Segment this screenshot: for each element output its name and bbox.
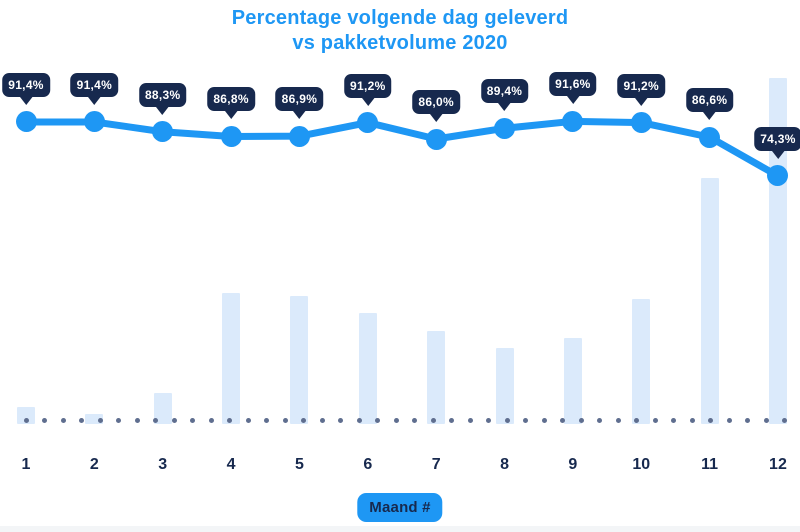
baseline-dot <box>116 417 121 423</box>
x-axis-tick-label: 10 <box>632 456 651 473</box>
baseline-dot <box>42 417 47 423</box>
volume-bar <box>17 406 35 424</box>
x-axis-tick-label: 12 <box>769 456 787 473</box>
baseline-dot <box>689 417 695 423</box>
baseline-dot <box>726 417 732 423</box>
baseline-dot <box>523 417 528 423</box>
trend-line <box>22 117 782 180</box>
x-axis-tick-label: 5 <box>294 456 304 473</box>
baseline-dot <box>560 417 565 423</box>
baseline-dot <box>227 417 232 423</box>
baseline-dot <box>375 417 380 423</box>
x-axis-tick-label: 3 <box>158 456 168 473</box>
baseline-dot <box>245 417 251 423</box>
baseline-dot <box>671 417 676 423</box>
baseline-dot <box>504 417 510 423</box>
x-axis-tick-label: 8 <box>500 456 509 473</box>
value-tooltip: 74,3% <box>754 126 800 151</box>
baseline-dot <box>208 417 214 423</box>
data-point-dot <box>562 110 584 132</box>
value-tooltip: 86,0% <box>412 90 460 114</box>
value-tooltip: 86,8% <box>207 87 255 112</box>
baseline-dot <box>708 417 713 423</box>
baseline-dot <box>97 417 103 423</box>
x-axis-title-badge: Maand # <box>357 493 443 522</box>
volume-bar <box>495 347 514 424</box>
baseline-dot <box>338 417 343 423</box>
data-point-dot <box>494 117 516 139</box>
value-tooltip: 88,3% <box>138 82 187 107</box>
baseline-dot <box>23 417 29 423</box>
baseline-dot <box>171 417 177 423</box>
data-point-dot <box>220 125 242 147</box>
page-bottom-edge <box>0 526 800 532</box>
baseline-dot <box>356 417 362 423</box>
baseline-dot <box>190 417 195 423</box>
baseline-dot <box>60 417 66 423</box>
x-axis-tick-label: 9 <box>568 456 578 473</box>
baseline-dot <box>264 417 269 423</box>
volume-bar <box>563 337 582 424</box>
baseline-dot <box>615 417 621 423</box>
baseline-dot <box>412 417 417 423</box>
baseline-dot <box>134 417 140 423</box>
x-axis-tick-label: 2 <box>89 456 99 473</box>
x-axis-tick-label: 4 <box>226 456 236 473</box>
data-point-dot <box>699 126 721 148</box>
volume-bar <box>222 292 241 424</box>
baseline-dot <box>79 417 84 423</box>
baseline-dot <box>319 417 325 423</box>
data-point-dot <box>630 112 652 134</box>
chart-title-line2: vs pakketvolume 2020 <box>292 32 508 54</box>
baseline-dot <box>782 417 787 423</box>
data-point-dot <box>357 112 379 134</box>
volume-bar <box>632 299 651 424</box>
x-axis-tick-label: 1 <box>21 456 31 473</box>
x-axis-tick-label: 6 <box>363 456 373 473</box>
baseline-dot <box>634 417 639 423</box>
baseline-dot <box>282 417 288 423</box>
baseline-dot <box>430 417 436 423</box>
data-point-dot <box>425 128 447 150</box>
volume-bar <box>85 413 104 424</box>
baseline-dot <box>449 417 454 423</box>
data-point-dot <box>83 111 105 133</box>
data-point-dot <box>288 125 310 147</box>
baseline-dot <box>301 417 306 423</box>
volume-bar <box>768 78 787 424</box>
volume-bar <box>358 313 377 424</box>
chart-title-line1: Percentage volgende dag geleverd <box>231 7 569 29</box>
baseline-dot <box>153 417 158 423</box>
baseline-dot <box>578 417 584 423</box>
volume-bar <box>700 178 719 424</box>
baseline-dot <box>467 417 473 423</box>
value-tooltip: 91,2% <box>617 73 665 98</box>
value-tooltip: 86,6% <box>685 88 734 113</box>
value-tooltip: 91,4% <box>70 72 119 97</box>
baseline-dot <box>763 417 769 423</box>
value-tooltip: 86,9% <box>275 87 324 112</box>
value-tooltip: 91,4% <box>2 72 50 97</box>
chart-title: Percentage volgende dag geleverd vs pakk… <box>0 6 800 56</box>
data-point-dot <box>767 165 789 187</box>
baseline-dot <box>597 417 602 423</box>
volume-bar <box>427 330 446 424</box>
x-axis-tick-label: 7 <box>431 456 441 473</box>
baseline-dot <box>486 417 491 423</box>
baseline-dot <box>652 417 658 423</box>
data-point-dot <box>152 121 174 143</box>
value-tooltip: 91,6% <box>549 72 597 97</box>
baseline-dot <box>393 417 399 423</box>
baseline-dot <box>745 417 750 423</box>
volume-bar <box>153 392 172 424</box>
value-tooltip: 89,4% <box>480 79 529 104</box>
x-axis-tick-label: 11 <box>701 456 719 473</box>
value-tooltip: 91,2% <box>344 73 392 98</box>
baseline-dot <box>541 417 547 423</box>
volume-bar <box>290 295 309 424</box>
data-point-dot <box>15 111 37 133</box>
